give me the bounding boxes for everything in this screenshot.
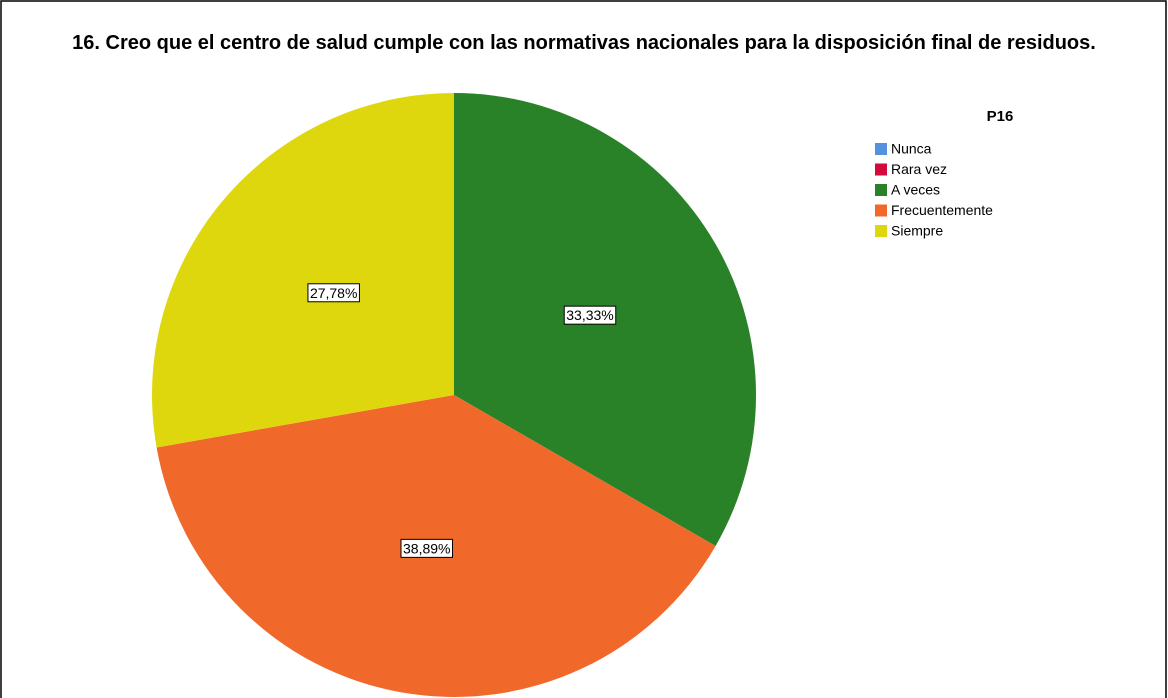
data-label: 27,78% xyxy=(310,285,357,301)
legend-swatch xyxy=(875,163,887,176)
legend-label: Nunca xyxy=(891,141,932,157)
data-label-box xyxy=(400,538,453,558)
data-label-box xyxy=(307,283,360,303)
data-label-box xyxy=(563,305,617,325)
legend-label: Frecuentemente xyxy=(891,202,993,218)
legend-label: Siempre xyxy=(891,223,943,239)
pie-slice xyxy=(152,93,454,448)
legend-label: Rara vez xyxy=(891,161,947,177)
legend-swatch xyxy=(875,184,887,196)
chart-title: 16. Creo que el centro de salud cumple c… xyxy=(72,32,1096,54)
legend-swatch xyxy=(875,143,887,155)
legend-title: P16 xyxy=(987,108,1014,125)
data-label: 38,89% xyxy=(403,540,450,556)
legend-label: A veces xyxy=(891,182,940,198)
legend-swatch xyxy=(875,225,887,237)
data-label: 33,33% xyxy=(566,307,613,323)
legend-swatch xyxy=(875,204,887,217)
